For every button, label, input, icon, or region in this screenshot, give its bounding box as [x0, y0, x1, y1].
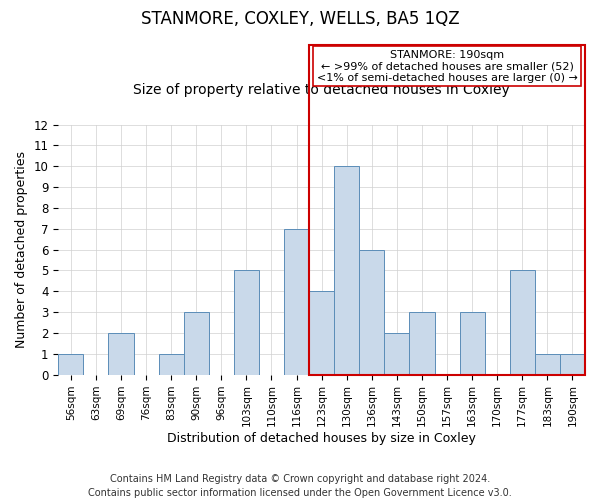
Bar — [184, 312, 209, 374]
X-axis label: Distribution of detached houses by size in Coxley: Distribution of detached houses by size … — [167, 432, 476, 445]
Bar — [359, 250, 385, 374]
Bar — [460, 312, 485, 374]
Bar — [560, 354, 585, 374]
Bar — [309, 291, 334, 374]
Y-axis label: Number of detached properties: Number of detached properties — [15, 151, 28, 348]
Bar — [234, 270, 259, 374]
Text: Contains HM Land Registry data © Crown copyright and database right 2024.
Contai: Contains HM Land Registry data © Crown c… — [88, 474, 512, 498]
Bar — [334, 166, 359, 374]
Bar — [109, 333, 134, 374]
Title: Size of property relative to detached houses in Coxley: Size of property relative to detached ho… — [133, 83, 510, 97]
Bar — [284, 228, 309, 374]
Bar — [535, 354, 560, 374]
Bar — [385, 333, 409, 374]
Bar — [58, 354, 83, 374]
Text: STANMORE: 190sqm
← >99% of detached houses are smaller (52)
<1% of semi-detached: STANMORE: 190sqm ← >99% of detached hous… — [317, 50, 577, 83]
Bar — [510, 270, 535, 374]
Text: STANMORE, COXLEY, WELLS, BA5 1QZ: STANMORE, COXLEY, WELLS, BA5 1QZ — [140, 10, 460, 28]
Bar — [409, 312, 434, 374]
Bar — [158, 354, 184, 374]
